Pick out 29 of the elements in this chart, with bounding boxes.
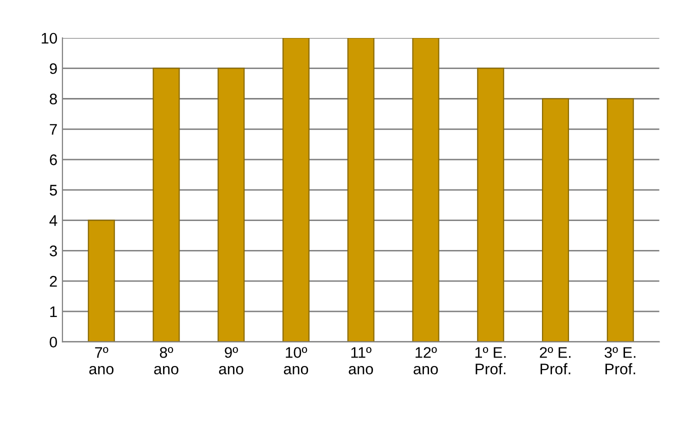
- bar: [152, 68, 180, 342]
- bar: [218, 68, 245, 342]
- y-tick-label: 9: [50, 63, 57, 74]
- x-tick-label: 9º ano: [219, 347, 244, 374]
- y-tick-label: 0: [50, 336, 57, 348]
- y-tick-label: 4: [49, 215, 58, 226]
- bar: [542, 98, 570, 342]
- bar: [606, 98, 634, 342]
- x-tick-label: 2º E. Prof.: [540, 347, 570, 374]
- bar: [347, 38, 374, 342]
- x-tick-label: 3º E. Prof.: [604, 347, 636, 374]
- y-tick-label: 1: [50, 306, 57, 317]
- y-tick-label: 5: [50, 184, 57, 196]
- bar: [412, 38, 440, 342]
- x-tick-label: 7º ano: [89, 347, 114, 374]
- y-tick-label: 3: [50, 246, 57, 256]
- x-tick-label: 8º ano: [154, 347, 178, 374]
- y-tick-label: 8: [50, 94, 57, 104]
- y-tick-label: 6: [50, 154, 57, 166]
- y-tick-label: 7: [50, 124, 57, 135]
- bar: [88, 220, 115, 342]
- x-tick-label: 1º E. Prof.: [475, 347, 506, 374]
- bar: [282, 38, 310, 342]
- x-tick-label: 11º ano: [348, 347, 373, 374]
- bar: [477, 68, 504, 342]
- x-tick-label: 12º ano: [414, 347, 438, 374]
- x-tick-label: 10º ano: [284, 347, 308, 374]
- y-tick-label: 10: [42, 32, 58, 44]
- y-tick-label: 2: [50, 276, 57, 287]
